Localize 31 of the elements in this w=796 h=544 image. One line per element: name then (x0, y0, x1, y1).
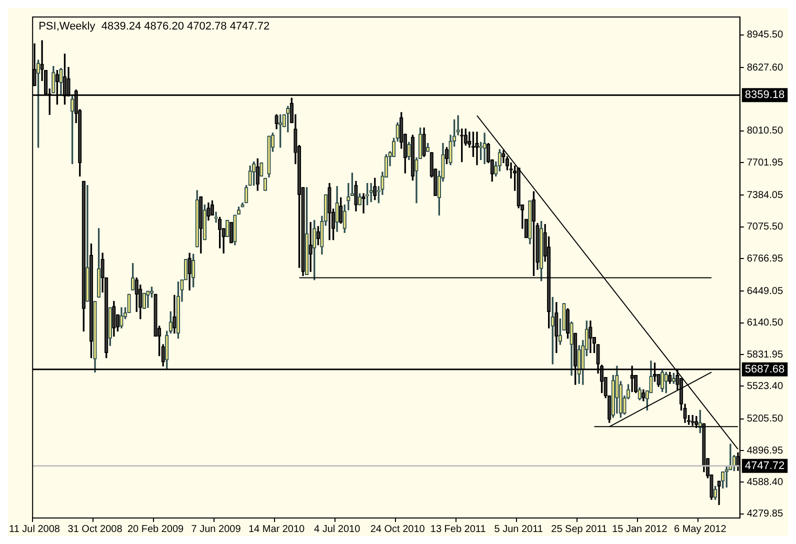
y-tick-label: 6449.05 (746, 286, 784, 297)
x-tick-label: 6 May 2012 (674, 524, 727, 535)
y-tick-label: 5831.95 (746, 349, 784, 360)
x-tick-label: 14 Mar 2010 (248, 524, 306, 535)
y-tick-label: 4588.40 (746, 476, 784, 488)
y-tick-label: 4279.85 (746, 508, 784, 520)
y-tick-label: 8945.50 (746, 30, 784, 41)
x-tick-label: 5 Jun 2011 (494, 524, 544, 535)
x-tick-label: 20 Feb 2009 (127, 524, 184, 535)
x-tick-label: 25 Sep 2011 (551, 524, 608, 535)
y-tick-label: 4896.95 (746, 445, 784, 456)
y-tick-label: 5205.50 (746, 414, 784, 425)
x-tick-label: 7 Jun 2009 (191, 524, 242, 535)
x-tick-label: 4 Jul 2010 (314, 524, 361, 535)
y-tick-label: 8627.60 (746, 62, 784, 74)
y-tick-label: 6766.95 (746, 253, 784, 264)
y-tick-label: 7384.05 (746, 190, 784, 201)
chart-title: PSI,Weekly 4839.24 4876.20 4702.78 4747.72 (38, 20, 270, 33)
x-tick-label: 31 Oct 2008 (68, 524, 123, 535)
y-tick-label: 6140.50 (746, 318, 784, 329)
x-tick-label: 13 Feb 2011 (430, 524, 486, 535)
x-tick-label: 11 Jul 2008 (9, 524, 60, 535)
ref-line-label: 4747.72 (744, 460, 785, 472)
y-tick-label: 7701.95 (746, 157, 784, 168)
y-tick-label: 5523.40 (746, 380, 784, 392)
ref-line-label: 5687.68 (744, 363, 785, 376)
x-tick-label: 15 Jan 2012 (612, 524, 668, 535)
y-tick-label: 8010.50 (746, 126, 784, 137)
y-tick-label: 7075.50 (746, 222, 784, 233)
x-tick-label: 24 Oct 2010 (370, 524, 426, 535)
ref-line-label: 8359.18 (744, 89, 785, 102)
